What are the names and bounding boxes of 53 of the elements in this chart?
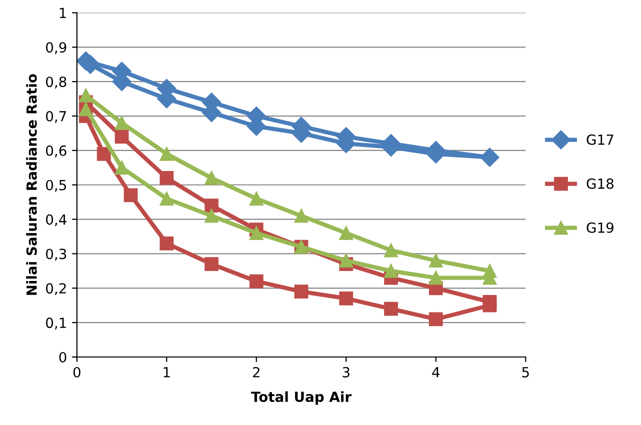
point bbox=[384, 264, 398, 278]
point bbox=[114, 160, 129, 175]
point bbox=[204, 171, 218, 185]
point bbox=[339, 292, 354, 306]
point bbox=[482, 298, 497, 312]
y-tick-label: 0,9 bbox=[46, 42, 66, 54]
y-tick-label: 0,2 bbox=[46, 283, 66, 296]
point bbox=[160, 171, 174, 185]
y-tick-label: 0,5 bbox=[46, 180, 66, 192]
point bbox=[339, 254, 354, 268]
point bbox=[96, 146, 111, 161]
x-tick-label: 1 bbox=[164, 367, 170, 378]
y-tick-label: 0,7 bbox=[46, 110, 66, 123]
point bbox=[160, 236, 174, 250]
x-tick-label: 4 bbox=[432, 367, 440, 378]
point bbox=[339, 226, 354, 240]
point bbox=[384, 243, 398, 258]
x-tick-label: 2 bbox=[253, 366, 260, 378]
point bbox=[204, 257, 218, 271]
legend-label: G19 bbox=[586, 222, 614, 233]
point bbox=[78, 88, 93, 102]
point bbox=[124, 188, 138, 202]
point bbox=[204, 208, 218, 223]
y-tick-label: 0,8 bbox=[46, 76, 66, 88]
point bbox=[384, 302, 398, 316]
point bbox=[428, 254, 443, 268]
y-tick-label: 0 bbox=[59, 352, 66, 362]
point bbox=[160, 192, 174, 206]
point bbox=[249, 274, 264, 288]
point bbox=[294, 284, 308, 299]
point bbox=[204, 198, 218, 212]
point bbox=[428, 270, 443, 285]
x-tick-label: 3 bbox=[342, 366, 350, 378]
y-axis-title: Nilai Saluran Radiance Ratio bbox=[26, 74, 37, 295]
y-tick-label: 0,3 bbox=[46, 248, 66, 261]
point bbox=[428, 312, 443, 326]
point bbox=[114, 130, 129, 144]
legend-label: G17 bbox=[586, 134, 614, 145]
legend-label: G18 bbox=[586, 178, 614, 189]
y-tick-label: 0,4 bbox=[46, 214, 66, 226]
point bbox=[249, 226, 264, 240]
point bbox=[160, 146, 174, 161]
point bbox=[114, 116, 129, 130]
x-tick-label: 0 bbox=[73, 366, 80, 378]
y-tick-label: 0,6 bbox=[46, 145, 66, 158]
x-tick-label: 5 bbox=[522, 367, 529, 378]
y-tick-label: 1 bbox=[60, 8, 66, 18]
point bbox=[294, 208, 308, 223]
y-tick-label: 0,1 bbox=[46, 318, 66, 330]
point bbox=[78, 102, 93, 116]
x-axis-title: Total Uap Air bbox=[251, 391, 352, 405]
point bbox=[249, 192, 264, 206]
point bbox=[480, 148, 500, 167]
